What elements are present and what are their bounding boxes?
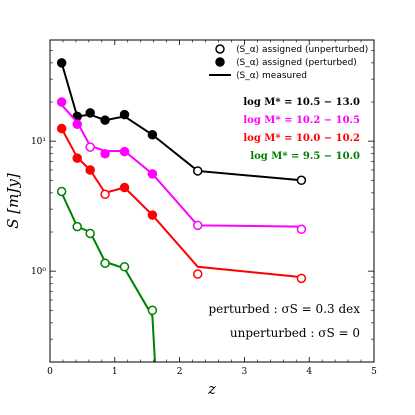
annotation-text: perturbed : σS = 0.3 dex bbox=[209, 302, 361, 316]
y-axis-label: S [mJy] bbox=[4, 173, 22, 229]
x-tick-label: 3 bbox=[242, 367, 248, 377]
series-point-filled bbox=[72, 153, 82, 163]
series-point-filled bbox=[56, 123, 67, 134]
series-point-open bbox=[296, 175, 307, 186]
series-point-open bbox=[296, 224, 307, 235]
series-point-filled bbox=[100, 115, 110, 125]
series-point-open bbox=[192, 220, 203, 231]
series-point-open bbox=[100, 258, 110, 269]
mass-labels: log M* = 10.5 − 13.0 log M* = 10.2 − 10.5… bbox=[243, 97, 360, 162]
series-point-open bbox=[192, 269, 203, 279]
y-tick-label: 10⁰ bbox=[31, 267, 46, 277]
series-point-filled bbox=[85, 108, 95, 118]
legend: ⟨S_α⟩ assigned (unperturbed) ⟨S_α⟩ assign… bbox=[209, 44, 368, 81]
series-point-filled bbox=[119, 182, 130, 193]
legend-label: ⟨S_α⟩ measured bbox=[236, 71, 307, 81]
series-point-open bbox=[85, 228, 95, 239]
annotation-text: unperturbed : σS = 0 bbox=[230, 326, 360, 340]
series-line bbox=[60, 192, 156, 362]
x-tick-label: 5 bbox=[371, 367, 377, 377]
mass-range-label: log M* = 9.5 − 10.0 bbox=[250, 151, 360, 162]
series-point-filled bbox=[147, 210, 158, 220]
series-point-filled bbox=[119, 146, 130, 157]
mass-range-label: log M* = 10.2 − 10.5 bbox=[243, 115, 360, 126]
series-point-open bbox=[119, 262, 130, 272]
x-tick-label: 4 bbox=[306, 367, 312, 377]
series-point-open bbox=[56, 186, 67, 197]
series-point-filled bbox=[56, 97, 67, 107]
series-point-filled bbox=[100, 148, 110, 159]
legend-marker-filled bbox=[215, 57, 225, 67]
series-point-filled bbox=[119, 109, 130, 120]
x-tick-label: 0 bbox=[47, 367, 53, 377]
axis-ticks: 0 1 2 3 4 5 10⁰ 10¹ bbox=[31, 39, 377, 377]
series-point-filled bbox=[56, 58, 67, 68]
mass-range-label: log M* = 10.5 − 13.0 bbox=[243, 97, 360, 108]
legend-marker-open bbox=[215, 44, 225, 54]
series-point-open bbox=[85, 142, 95, 152]
series-point-filled bbox=[147, 130, 158, 140]
series-point-filled bbox=[72, 119, 82, 129]
x-tick-label: 2 bbox=[177, 367, 183, 377]
series-point-filled bbox=[85, 165, 95, 175]
mass-range-label: log M* = 10.0 − 10.2 bbox=[243, 133, 360, 144]
series-point-filled bbox=[147, 169, 158, 179]
series-point-open bbox=[72, 221, 82, 232]
x-axis-label: z bbox=[207, 380, 216, 398]
series-point-open bbox=[192, 166, 203, 176]
plot-frame bbox=[49, 39, 375, 363]
annotations: perturbed : σS = 0.3 dex unperturbed : σS… bbox=[209, 302, 361, 340]
series-point-open bbox=[296, 273, 307, 284]
series-point-open bbox=[147, 305, 158, 316]
y-tick-label: 10¹ bbox=[31, 137, 46, 147]
legend-label: ⟨S_α⟩ assigned (unperturbed) bbox=[236, 45, 368, 55]
plot-series bbox=[56, 58, 307, 362]
legend-label: ⟨S_α⟩ assigned (perturbed) bbox=[236, 58, 357, 68]
series-point-open bbox=[100, 189, 110, 200]
x-tick-label: 1 bbox=[112, 367, 118, 377]
